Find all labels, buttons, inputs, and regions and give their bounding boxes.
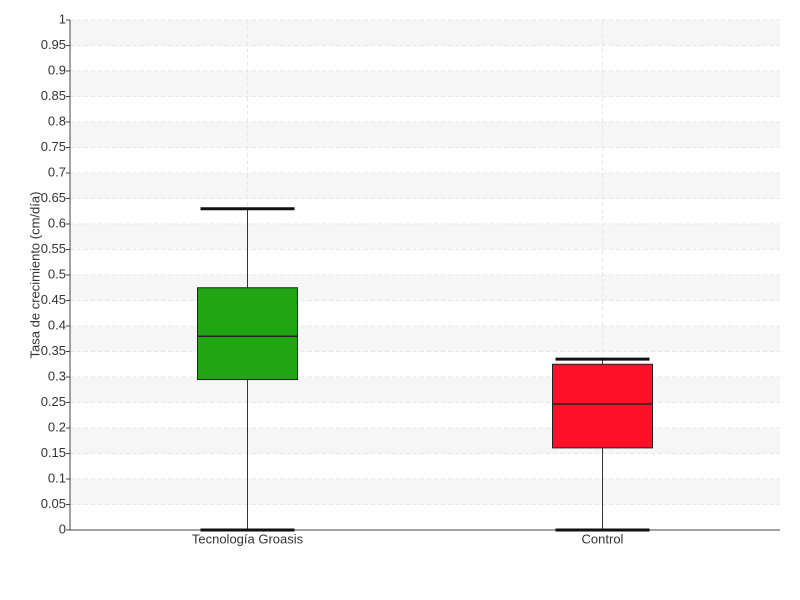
y-tick-label: 0.3	[48, 368, 66, 383]
y-tick-label: 0.7	[48, 164, 66, 179]
y-tick-label: 0.35	[41, 343, 66, 358]
y-tick-label: 0.15	[41, 445, 66, 460]
y-tick-label: 0.55	[41, 241, 66, 256]
y-tick-label: 0	[59, 521, 66, 536]
y-tick-label: 0.8	[48, 113, 66, 128]
y-tick-label: 0.1	[48, 470, 66, 485]
y-tick-label: 0.4	[48, 317, 66, 332]
grid-band	[70, 275, 780, 301]
y-tick-label: 0.95	[41, 37, 66, 52]
y-tick-label: 0.45	[41, 292, 66, 307]
y-tick-label: 0.2	[48, 419, 66, 434]
grid-band	[70, 122, 780, 148]
y-axis-label: Tasa de crecimiento (cm/día)	[27, 192, 42, 359]
y-tick-label: 0.65	[41, 190, 66, 205]
grid-band	[70, 20, 780, 46]
grid-band	[70, 377, 780, 403]
y-tick-label: 0.75	[41, 139, 66, 154]
y-tick-label: 0.05	[41, 496, 66, 511]
x-tick-label: Tecnología Groasis	[192, 531, 304, 546]
grid-band	[70, 479, 780, 505]
y-tick-label: 0.5	[48, 266, 66, 281]
grid-band	[70, 326, 780, 352]
y-tick-label: 0.25	[41, 394, 66, 409]
grid-band	[70, 224, 780, 250]
box	[197, 287, 298, 381]
y-tick-label: 1	[59, 11, 66, 26]
y-tick-label: 0.85	[41, 88, 66, 103]
grid-band	[70, 428, 780, 454]
grid-band	[70, 71, 780, 97]
x-tick-label: Control	[582, 531, 624, 546]
box	[552, 363, 653, 449]
grid-band	[70, 173, 780, 199]
y-tick-label: 0.9	[48, 62, 66, 77]
y-tick-label: 0.6	[48, 215, 66, 230]
